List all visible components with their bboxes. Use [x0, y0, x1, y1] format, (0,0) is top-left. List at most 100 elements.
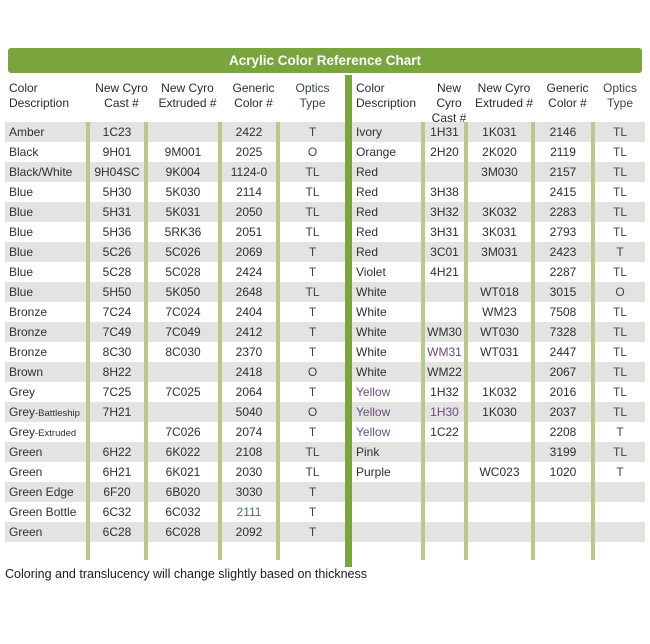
cell-cast: 7H21 [90, 402, 148, 422]
cell-cast: 1H32 [425, 382, 468, 402]
cell-desc: Black/White [5, 162, 90, 182]
column-header-line: Color [9, 81, 38, 95]
cell-optics [595, 482, 645, 502]
cell-generic: 2067 [535, 362, 595, 382]
cell-cast: 9H04SC [90, 162, 148, 182]
header-generic-color: Generic Color # [535, 78, 595, 126]
cell-extruded: 3K031 [468, 222, 535, 242]
table-row: Yellow 1H30 1K030 2037 TL [352, 402, 645, 422]
cell-generic: 2074 [222, 422, 280, 442]
cell-generic: 7328 [535, 322, 595, 342]
cell-generic: 2447 [535, 342, 595, 362]
cell-desc: Red [352, 242, 425, 262]
table-row: Blue 5H31 5K031 2050 TL [5, 202, 345, 222]
column-header-line: Extruded # [474, 96, 534, 110]
header-optics-type: Optics Type [280, 78, 345, 111]
cell-generic: 2030 [222, 462, 280, 482]
cell-optics: TL [305, 465, 320, 479]
cell-cast: 8C30 [90, 342, 148, 362]
header-optics-type: Optics Type [595, 78, 645, 126]
cell-generic: 2114 [222, 182, 280, 202]
cell-optics: TL [305, 445, 320, 459]
cell-optics: T [616, 465, 624, 479]
cell-extruded: 5C028 [148, 262, 222, 282]
cell-desc: Grey [5, 382, 90, 402]
cell-optics: TL [612, 165, 627, 179]
cell-extruded [468, 522, 535, 542]
divider-extension-row [5, 542, 345, 560]
cell-optics [595, 522, 645, 542]
cell-cast [425, 462, 468, 482]
cell-extruded: 7C025 [148, 382, 222, 402]
table-row: Pink 3199 TL [352, 442, 645, 462]
cell-desc: Yellow [352, 382, 425, 402]
cell-desc: Blue [5, 262, 90, 282]
table-row: Red 3C01 3M031 2423 T [352, 242, 645, 262]
cell-optics: TL [612, 225, 627, 239]
cell-desc: Bronze [5, 322, 90, 342]
cell-optics: TL [305, 185, 320, 199]
cell-generic: 2793 [535, 222, 595, 242]
cell-cast: 7C24 [90, 302, 148, 322]
column-header-line: Optics [295, 81, 330, 95]
cell-generic: 2415 [535, 182, 595, 202]
cell-generic: 5040 [222, 402, 280, 422]
cell-extruded [468, 442, 535, 462]
cell-extruded: 7C049 [148, 322, 222, 342]
cell-cast: 4H21 [425, 262, 468, 282]
table-row: Green Bottle 6C32 6C032 2111 T [5, 502, 345, 522]
cell-extruded: 2K020 [468, 142, 535, 162]
cell-desc: Black [5, 142, 90, 162]
cell-desc: Violet [352, 262, 425, 282]
table-row: Green 6H22 6K022 2108 TL [5, 442, 345, 462]
cell-desc: Brown [5, 362, 90, 382]
cell-cast: 3H38 [425, 182, 468, 202]
cell-generic: 2064 [222, 382, 280, 402]
cell-extruded: 6K022 [148, 442, 222, 462]
cell-desc [352, 522, 425, 542]
cell-optics: TL [612, 325, 627, 339]
cell-generic: 2111 [222, 502, 280, 522]
cell-optics: TL [612, 345, 627, 359]
divider-extension-cell [468, 542, 535, 560]
column-header-line: Type [299, 96, 326, 110]
cell-optics: T [308, 125, 317, 139]
cell-extruded [148, 122, 222, 142]
column-header-line: Cast # [431, 111, 467, 125]
cell-desc [352, 482, 425, 502]
table-row [352, 522, 645, 542]
cell-cast: WM31 [425, 342, 468, 362]
column-header-line: Generic [232, 81, 275, 95]
cell-extruded: 5RK36 [148, 222, 222, 242]
table-row: Amber 1C23 2422 T [5, 122, 345, 142]
divider-extension-cell [535, 542, 595, 560]
cell-cast [425, 302, 468, 322]
column-header-line: Cast # [104, 96, 139, 110]
column-header-line: Color # [234, 96, 273, 110]
cell-cast: 5H30 [90, 182, 148, 202]
column-header-line: New Cyro [436, 81, 462, 110]
cell-desc: Red [352, 182, 425, 202]
left-table-body: Amber 1C23 2422 T Black 9H01 9M001 2025 O Black/W… [5, 122, 345, 560]
cell-desc: Blue [5, 182, 90, 202]
header-color-description: Color Description [5, 78, 90, 111]
table-row: Bronze 7C24 7C024 2404 T [5, 302, 345, 322]
cell-generic: 3030 [222, 482, 280, 502]
cell-optics: TL [612, 385, 627, 399]
cell-optics: TL [305, 285, 320, 299]
cell-desc: Yellow [352, 402, 425, 422]
table-row: Green 6C28 6C028 2092 T [5, 522, 345, 542]
cell-generic: 1020 [535, 462, 595, 482]
table-row: White WT018 3015 O [352, 282, 645, 302]
table-row: Yellow 1H32 1K032 2016 TL [352, 382, 645, 402]
cell-desc: Bronze [5, 302, 90, 322]
cell-cast: 1C22 [425, 422, 468, 442]
cell-desc: Green Edge [5, 482, 90, 502]
cell-optics: TL [305, 165, 320, 179]
cell-generic: 2648 [222, 282, 280, 302]
cell-optics: TL [612, 265, 627, 279]
table-row: Yellow 1C22 2208 T [352, 422, 645, 442]
cell-desc: White [352, 362, 425, 382]
table-row: Purple WC023 1020 T [352, 462, 645, 482]
right-table-body: Ivory 1H31 1K031 2146 TL Orange 2H20 2K020 2119 T… [352, 122, 645, 560]
